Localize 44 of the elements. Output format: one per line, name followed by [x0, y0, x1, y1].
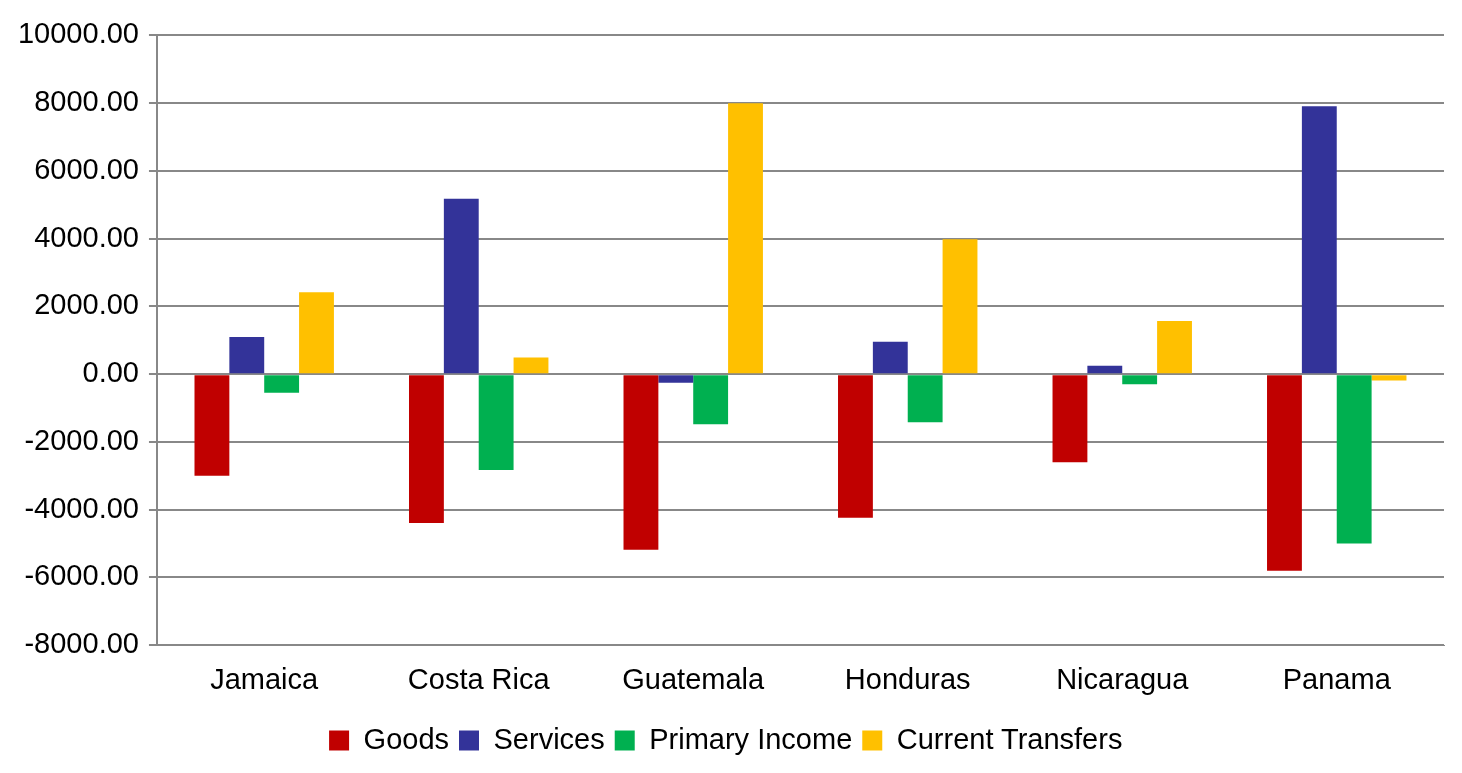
bar [728, 103, 763, 374]
bar [478, 375, 514, 471]
y-tick-label: -8000.00 [24, 627, 139, 660]
bar [838, 375, 873, 518]
bar [1157, 320, 1192, 374]
y-tick-label: 6000.00 [34, 152, 139, 185]
bar [1122, 375, 1158, 385]
y-tick-label: 8000.00 [34, 85, 139, 118]
legend-label: Current Transfers [896, 722, 1123, 755]
legend-label: Primary Income [649, 722, 853, 755]
bar [1087, 365, 1123, 374]
bar [942, 239, 978, 374]
x-tick-label: Nicaragua [1056, 662, 1190, 695]
bar [409, 375, 444, 523]
bar [1267, 375, 1302, 571]
bar [513, 357, 549, 374]
y-tick-label: -4000.00 [24, 491, 139, 524]
y-tick-label: 4000.00 [34, 220, 139, 253]
bar [1052, 375, 1088, 463]
y-tick-label: -6000.00 [24, 559, 139, 592]
legend-label: Goods [363, 722, 450, 755]
bar [443, 198, 479, 374]
bar [264, 375, 300, 393]
bar [299, 292, 334, 374]
bar [194, 375, 230, 476]
bar [872, 341, 908, 374]
bar [623, 375, 659, 550]
y-tick-label: 0.00 [82, 356, 139, 389]
x-tick-label: Panama [1282, 662, 1392, 695]
legend-label: Services [493, 722, 605, 755]
bar [693, 375, 729, 425]
x-tick-label: Honduras [844, 662, 971, 695]
y-tick-label: -2000.00 [24, 423, 139, 456]
y-tick-label: 10000.00 [17, 17, 139, 50]
y-tick-label: 2000.00 [34, 288, 139, 321]
x-tick-label: Guatemala [622, 662, 766, 695]
bar [1371, 375, 1407, 381]
x-tick-label: Costa Rica [407, 662, 551, 695]
bar [907, 375, 943, 423]
bar [229, 336, 265, 374]
bar [1336, 375, 1372, 544]
bar [1301, 106, 1337, 374]
bar [658, 375, 694, 383]
x-tick-label: Jamaica [210, 662, 320, 695]
